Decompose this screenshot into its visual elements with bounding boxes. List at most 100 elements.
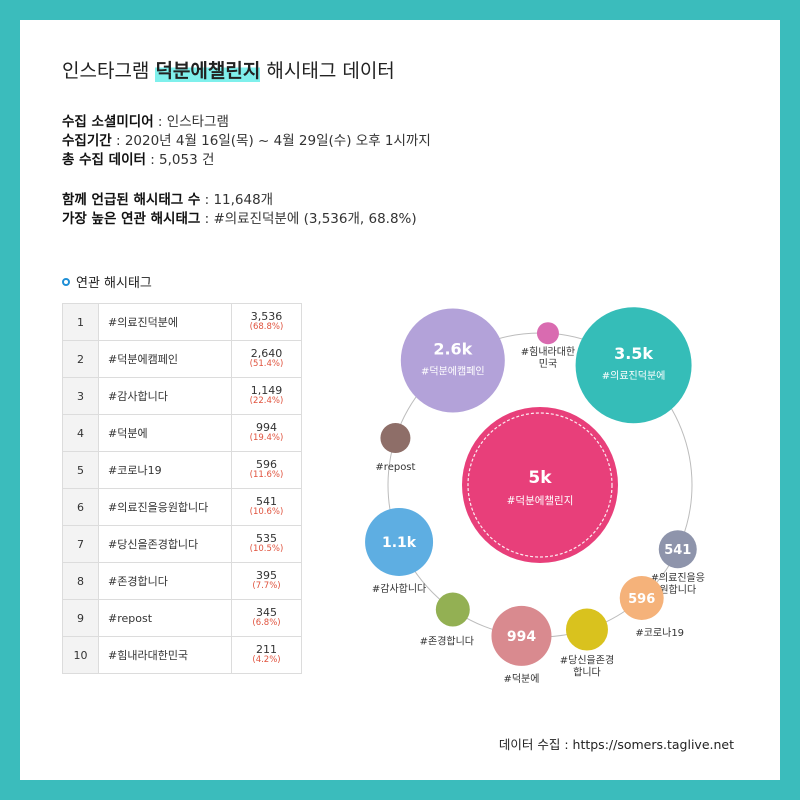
total-row: 총 수집 데이터 : 5,053 건 xyxy=(62,151,431,170)
center-bubble-value: 5k xyxy=(528,468,552,488)
hashtag-name: #덕분에 xyxy=(98,414,232,452)
hashtag-count-cell: 1,149 (22.4%) xyxy=(231,377,302,415)
rank-number: 1 xyxy=(62,303,99,341)
hashtag-count-cell: 535 (10.5%) xyxy=(231,525,302,563)
rank-number: 6 xyxy=(62,488,99,526)
ranking-table: 1 #의료진덕분에 3,536 (68.8%) 2 #덕분에캠페인 2,640 (51.4%)… xyxy=(62,303,302,674)
hashtag-percent: (68.8%) xyxy=(249,322,284,332)
top-row: 가장 높은 연관 해시태그 : #의료진덕분에 (3,536개, 68.8%) xyxy=(62,210,417,229)
hashtag-count: 2,640 xyxy=(250,347,283,360)
hashtag-count: 3,536 xyxy=(250,310,283,323)
mentioned-row: 함께 언급된 해시태그 수 : 11,648개 xyxy=(62,191,417,210)
hashtag-count: 541 xyxy=(256,495,277,508)
rank-number: 8 xyxy=(62,562,99,600)
hashtag-count-cell: 211 (4.2%) xyxy=(231,636,302,674)
hashtag-name: #덕분에캠페인 xyxy=(98,340,232,378)
bubble-name-label: #당신을존경 합니다 xyxy=(560,654,614,679)
bubble-name-label: #덕분에캠페인 xyxy=(421,365,485,377)
page-title: 인스타그램 덕분에챌린지 해시태그 데이터 xyxy=(62,56,395,83)
title-highlight: 덕분에챌린지 xyxy=(155,60,261,82)
bubble-5 xyxy=(491,605,552,666)
hashtag-count: 211 xyxy=(256,643,277,656)
center-bubble-name: #덕분에챌린지 xyxy=(507,495,574,507)
bubble-name-label: #repost xyxy=(375,462,415,473)
title-prefix: 인스타그램 xyxy=(62,60,156,82)
bubble-6 xyxy=(435,592,470,627)
hashtag-count-cell: 345 (6.8%) xyxy=(231,599,302,637)
bubble-name-label: #힘내라대한 민국 xyxy=(521,346,575,370)
hashtag-name: #감사합니다 xyxy=(98,377,232,415)
center-bubble-ring xyxy=(467,412,613,558)
table-row: 2 #덕분에캠페인 2,640 (51.4%) xyxy=(62,340,302,378)
hashtag-count-cell: 596 (11.6%) xyxy=(231,451,302,489)
media-value: : 인스타그램 xyxy=(153,114,229,130)
hashtag-percent: (51.4%) xyxy=(249,359,284,369)
hashtag-name: #당신을존경합니다 xyxy=(98,525,232,563)
hashtag-percent: (10.5%) xyxy=(249,544,284,554)
table-row: 1 #의료진덕분에 3,536 (68.8%) xyxy=(62,303,302,341)
rank-number: 7 xyxy=(62,525,99,563)
top-value: : #의료진덕분에 (3,536개, 68.8%) xyxy=(200,211,417,227)
hashtag-name: #존경합니다 xyxy=(98,562,232,600)
hashtag-percent: (10.6%) xyxy=(249,507,284,517)
hashtag-count: 345 xyxy=(256,606,277,619)
circle-bullet-icon xyxy=(62,278,70,286)
hashtag-percent: (11.6%) xyxy=(249,470,284,480)
period-label: 수집기간 xyxy=(62,133,112,149)
hashtag-count-cell: 3,536 (68.8%) xyxy=(231,303,302,341)
bubble-10 xyxy=(536,322,559,345)
period-value: : 2020년 4월 16일(목) ~ 4월 29일(수) 오후 1시까지 xyxy=(111,133,431,149)
table-row: 10 #힘내라대한민국 211 (4.2%) xyxy=(62,636,302,674)
table-row: 5 #코로나19 596 (11.6%) xyxy=(62,451,302,489)
hashtag-percent: (4.2%) xyxy=(252,655,281,665)
hashtag-count-cell: 2,640 (51.4%) xyxy=(231,340,302,378)
hashtag-count-cell: 541 (10.6%) xyxy=(231,488,302,526)
rank-number: 4 xyxy=(62,414,99,452)
hashtag-count: 596 xyxy=(256,458,277,471)
collection-info: 수집 소셜미디어 : 인스타그램 수집기간 : 2020년 4월 16일(목) … xyxy=(62,113,431,170)
total-label: 총 수집 데이터 xyxy=(62,152,146,168)
bubble-8 xyxy=(380,423,411,454)
rank-number: 9 xyxy=(62,599,99,637)
rank-number: 10 xyxy=(62,636,99,674)
rank-number: 2 xyxy=(62,340,99,378)
period-row: 수집기간 : 2020년 4월 16일(목) ~ 4월 29일(수) 오후 1시… xyxy=(62,132,431,151)
bubble-value-label: 2.6k xyxy=(433,339,472,358)
bubble-name-label: #의료진을응 원합니다 xyxy=(651,572,705,596)
infographic-card: 인스타그램 덕분에챌린지 해시태그 데이터 수집 소셜미디어 : 인스타그램 수… xyxy=(20,20,780,780)
table-row: 6 #의료진을응원합니다 541 (10.6%) xyxy=(62,488,302,526)
bubble-name-label: #코로나19 xyxy=(635,627,684,639)
hashtag-info: 함께 언급된 해시태그 수 : 11,648개 가장 높은 연관 해시태그 : … xyxy=(62,191,417,229)
hashtag-name: #힘내라대한민국 xyxy=(98,636,232,674)
hashtag-percent: (22.4%) xyxy=(249,396,284,406)
hashtag-percent: (6.8%) xyxy=(252,618,281,628)
bubble-2 xyxy=(658,530,697,569)
table-row: 7 #당신을존경합니다 535 (10.5%) xyxy=(62,525,302,563)
title-suffix: 해시태그 데이터 xyxy=(260,60,395,82)
bubble-value-label: 541 xyxy=(664,543,691,558)
hashtag-count: 535 xyxy=(256,532,277,545)
hashtag-name: #repost xyxy=(98,599,232,637)
bubble-value-label: 3.5k xyxy=(614,344,653,363)
hashtag-name: #의료진덕분에 xyxy=(98,303,232,341)
rank-number: 5 xyxy=(62,451,99,489)
top-label: 가장 높은 연관 해시태그 xyxy=(62,211,201,227)
hashtag-count: 1,149 xyxy=(250,384,283,397)
section-heading: 연관 해시태그 xyxy=(62,272,152,291)
bubble-9 xyxy=(400,308,505,413)
table-row: 8 #존경합니다 395 (7.7%) xyxy=(62,562,302,600)
hashtag-percent: (19.4%) xyxy=(249,433,284,443)
total-value: : 5,053 건 xyxy=(145,152,215,168)
media-row: 수집 소셜미디어 : 인스타그램 xyxy=(62,113,431,132)
hashtag-name: #코로나19 xyxy=(98,451,232,489)
bubble-name-label: #존경합니다 xyxy=(420,635,474,648)
rank-number: 3 xyxy=(62,377,99,415)
hashtag-count: 395 xyxy=(256,569,277,582)
bubble-name-label: #의료진덕분에 xyxy=(602,370,666,382)
hashtag-count: 994 xyxy=(256,421,277,434)
bubble-4 xyxy=(565,608,608,651)
bubble-name-label: #덕분에 xyxy=(503,673,539,685)
table-row: 3 #감사합니다 1,149 (22.4%) xyxy=(62,377,302,415)
bubble-3 xyxy=(619,575,664,620)
